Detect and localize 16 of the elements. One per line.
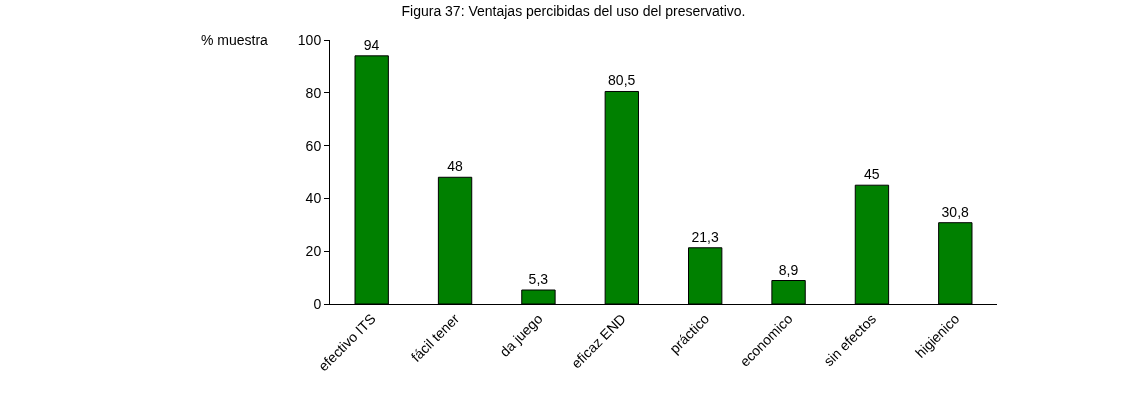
y-axis-title: % muestra <box>201 32 269 48</box>
data-label: 21,3 <box>691 228 719 245</box>
data-label: 45 <box>864 166 880 183</box>
y-tick-label: 60 <box>305 137 322 154</box>
data-label: 5,3 <box>528 271 549 288</box>
data-label: 30,8 <box>941 203 970 220</box>
y-tick-label: 0 <box>313 295 322 312</box>
data-label: 48 <box>447 158 463 175</box>
data-label: 8,9 <box>778 261 799 278</box>
y-tick-label: 20 <box>305 243 322 260</box>
data-label: 80,5 <box>608 72 636 89</box>
y-tick-label: 100 <box>297 31 322 48</box>
y-tick-label: 40 <box>305 190 322 207</box>
chart-title: Figura 37: Ventajas percibidas del uso del preservativo. <box>401 3 746 20</box>
data-label: 94 <box>363 36 380 53</box>
y-tick-label: 80 <box>305 84 322 101</box>
